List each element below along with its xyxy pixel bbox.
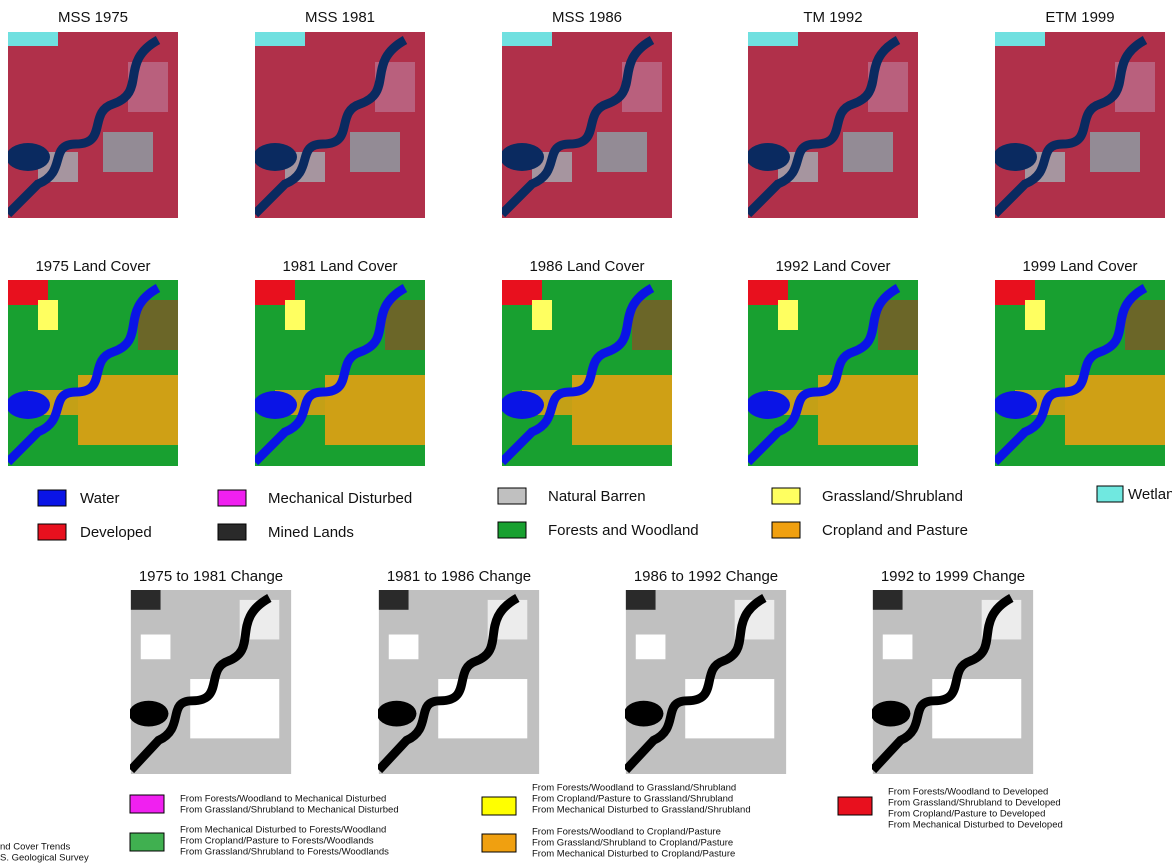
change-swatch [130,833,164,851]
change-label: From Forests/Woodland to Cropland/Pastur… [532,827,721,838]
legend-swatch [218,524,246,540]
satellite-image [500,32,672,218]
image-title: MSS 1981 [305,9,375,26]
change-map [377,590,539,774]
change-label: From Grassland/Shrubland to Mechanical D… [180,805,399,816]
satellite-image [6,32,178,218]
image-title: ETM 1999 [1045,9,1114,26]
satellite-image [746,32,918,218]
land-cover-map [993,280,1165,466]
footer-text: S. Geological Survey [0,853,89,864]
change-label: From Mechanical Disturbed to Cropland/Pa… [532,849,735,860]
change-label: From Cropland/Pasture to Grassland/Shrub… [532,794,733,805]
image-title: 1992 Land Cover [775,258,890,275]
change-label: From Mechanical Disturbed to Grassland/S… [532,805,751,816]
image-title: MSS 1986 [552,9,622,26]
image-title: 1975 Land Cover [35,258,150,275]
change-label: From Cropland/Pasture to Developed [888,809,1045,820]
image-title: MSS 1975 [58,9,128,26]
legend-swatch [772,488,800,504]
change-map [129,590,291,774]
legend-swatch [772,522,800,538]
change-swatch [838,797,872,815]
change-label: From Grassland/Shrubland to Cropland/Pas… [532,838,733,849]
legend-swatch [38,490,66,506]
legend-label: Water [80,490,119,507]
legend-swatch [38,524,66,540]
image-title: 1986 Land Cover [529,258,644,275]
change-label: From Grassland/Shrubland to Forests/Wood… [180,847,389,858]
image-title: 1999 Land Cover [1022,258,1137,275]
legend-label: Mined Lands [268,524,354,541]
change-label: From Cropland/Pasture to Forests/Woodlan… [180,836,374,847]
legend-swatch [1097,486,1123,502]
change-label: From Forests/Woodland to Developed [888,787,1048,798]
image-title: 1992 to 1999 Change [881,568,1025,585]
legend-label: Grassland/Shrubland [822,488,963,505]
change-swatch [130,795,164,813]
change-map [871,590,1033,774]
figure: MSS 1975 MSS 1981 MSS 1986 TM 1992 ETM 1999 1… [0,0,1172,866]
change-label: From Mechanical Disturbed to Forests/Woo… [180,825,386,836]
land-cover-map [6,280,178,466]
legend-label: Wetland [1128,486,1172,503]
satellite-image [253,32,425,218]
land-cover-map [253,280,425,466]
change-label: From Mechanical Disturbed to Developed [888,820,1063,831]
change-label: From Forests/Woodland to Grassland/Shrub… [532,783,736,794]
legend-label: Mechanical Disturbed [268,490,412,507]
legend-label: Forests and Woodland [548,522,699,539]
legend-label: Cropland and Pasture [822,522,968,539]
change-swatch [482,797,516,815]
image-title: 1981 Land Cover [282,258,397,275]
change-swatch [482,834,516,852]
land-cover-map [746,280,918,466]
footer-text: nd Cover Trends [0,842,70,853]
change-label: From Grassland/Shrubland to Developed [888,798,1061,809]
change-label: From Forests/Woodland to Mechanical Dist… [180,794,386,805]
image-title: TM 1992 [803,9,862,26]
image-title: 1981 to 1986 Change [387,568,531,585]
legend-label: Developed [80,524,152,541]
image-title: 1986 to 1992 Change [634,568,778,585]
change-map [624,590,786,774]
legend-swatch [218,490,246,506]
land-cover-map [500,280,672,466]
legend-swatch [498,522,526,538]
satellite-image [993,32,1165,218]
legend-label: Natural Barren [548,488,646,505]
image-title: 1975 to 1981 Change [139,568,283,585]
legend-swatch [498,488,526,504]
